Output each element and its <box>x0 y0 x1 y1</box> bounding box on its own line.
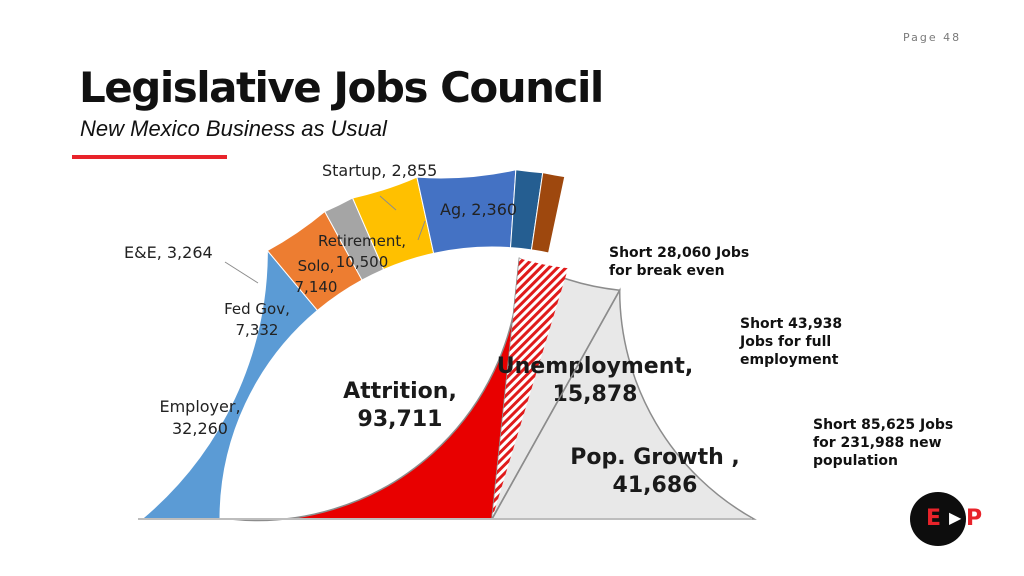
leader-line <box>417 220 426 241</box>
inner-divider-line <box>491 289 621 520</box>
page-number: Page 48 <box>903 31 962 44</box>
inner-label-unemployment: Unemployment, 15,878 <box>497 354 694 407</box>
leader-line <box>379 195 397 211</box>
inner-slice-pop-growth <box>490 287 757 520</box>
logo-letter-e: E <box>926 506 942 531</box>
logo-arrow-icon: ▶ <box>949 510 962 527</box>
annotation-break-even: Short 28,060 Jobs for break even <box>609 245 750 279</box>
page-subtitle: New Mexico Business as Usual <box>80 116 387 141</box>
outer-label-employer: Employer, 32,260 <box>159 397 240 438</box>
outer-label-solo: Solo, 7,140 <box>295 257 338 296</box>
outer-label-e-e: E&E, 3,264 <box>124 243 213 262</box>
ep-logo <box>910 492 966 546</box>
outer-slice-employer <box>140 249 319 520</box>
annotation-full-employment: Short 43,938 Jobs for full employment <box>740 316 843 368</box>
outer-slice-ag <box>530 172 566 254</box>
outer-label-fed-gov: Fed Gov, 7,332 <box>224 300 290 339</box>
leader-line <box>224 261 259 284</box>
title-accent-line <box>72 155 227 159</box>
inner-slice-unemployment-hatched-part <box>492 258 569 519</box>
inner-label-attrition: Attrition, 93,711 <box>343 379 457 432</box>
inner-label-pop-growth: Pop. Growth , 41,686 <box>570 445 740 498</box>
outer-label-ag: Ag, 2,360 <box>440 200 517 219</box>
annotation-new-population: Short 85,625 Jobs for 231,988 new popula… <box>813 417 954 469</box>
page-title: Legislative Jobs Council <box>79 63 604 112</box>
logo-letter-p: P <box>966 506 983 531</box>
outer-label-retirement: Retirement, 10,500 <box>318 232 406 271</box>
outer-label-startup: Startup, 2,855 <box>322 161 437 180</box>
